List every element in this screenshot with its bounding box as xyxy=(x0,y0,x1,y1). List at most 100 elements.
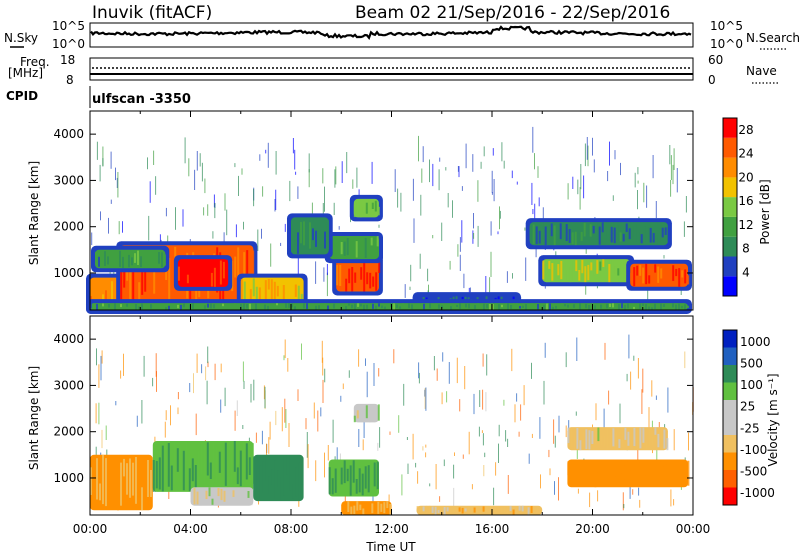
scatter-streak xyxy=(603,408,605,430)
texture-stripe xyxy=(588,459,591,475)
scatter-streak xyxy=(422,446,424,451)
texture-stripe xyxy=(539,508,542,513)
scatter-streak xyxy=(220,363,222,373)
scatter-streak xyxy=(558,415,560,433)
texture-stripe xyxy=(235,488,238,502)
texture-stripe xyxy=(240,247,243,297)
texture-stripe xyxy=(111,306,113,309)
scatter-streak xyxy=(284,223,286,232)
texture-stripe xyxy=(651,268,654,277)
texture-stripe xyxy=(279,304,281,308)
scatter-streak xyxy=(634,172,636,188)
texture-stripe xyxy=(542,260,545,280)
texture-stripe xyxy=(576,462,579,481)
scatter-streak xyxy=(609,141,610,166)
texture-stripe xyxy=(553,225,556,246)
colorbar-swatch xyxy=(723,157,737,178)
scatter-streak xyxy=(165,207,167,217)
scatter-streak xyxy=(673,429,675,451)
texture-stripe xyxy=(217,488,220,497)
texture-stripe xyxy=(432,305,434,309)
scatter-streak xyxy=(568,420,570,432)
texture-stripe xyxy=(582,431,585,448)
texture-stripe xyxy=(375,305,377,310)
texture-stripe xyxy=(579,460,582,477)
texture-stripe xyxy=(271,469,274,485)
scatter-streak xyxy=(498,424,500,437)
scatter-streak xyxy=(628,334,630,359)
texture-stripe xyxy=(417,303,419,310)
scatter-streak xyxy=(413,218,415,243)
cpid-label: CPID xyxy=(6,89,38,103)
texture-stripe xyxy=(645,466,648,476)
texture-stripe xyxy=(558,304,560,309)
scatter-streak xyxy=(516,181,518,185)
scatter-streak xyxy=(267,142,269,168)
texture-stripe xyxy=(611,260,614,270)
scatter-streak xyxy=(567,183,569,200)
texture-stripe xyxy=(141,487,143,510)
texture-stripe xyxy=(242,441,245,486)
scatter-streak xyxy=(400,192,402,212)
texture-stripe xyxy=(603,304,605,310)
texture-stripe xyxy=(581,259,584,274)
texture-stripe xyxy=(132,462,134,496)
texture-stripe xyxy=(672,462,675,473)
y-tick-label: 4000 xyxy=(53,332,84,346)
scatter-streak xyxy=(322,168,324,184)
texture-stripe xyxy=(633,267,636,287)
scatter-streak xyxy=(122,221,123,233)
texture-stripe xyxy=(551,263,554,281)
scatter-streak xyxy=(425,444,427,448)
beam-date-title: Beam 02 21/Sep/2016 - 22/Sep/2016 xyxy=(355,3,670,23)
texture-stripe xyxy=(492,303,494,310)
scatter-streak xyxy=(155,176,157,195)
texture-stripe xyxy=(380,503,383,512)
texture-stripe xyxy=(633,306,635,310)
texture-stripe xyxy=(212,442,215,483)
scatter-streak xyxy=(196,353,198,373)
scatter-streak xyxy=(427,268,429,282)
texture-stripe xyxy=(356,200,359,214)
texture-stripe xyxy=(183,303,185,308)
scatter-streak xyxy=(478,426,480,437)
scatter-streak xyxy=(583,175,585,199)
scatter-streak xyxy=(586,137,588,160)
scatter-streak xyxy=(532,209,534,215)
texture-stripe xyxy=(506,506,509,515)
texture-stripe xyxy=(654,303,656,309)
texture-stripe xyxy=(159,304,161,310)
texture-stripe xyxy=(367,239,370,258)
texture-stripe xyxy=(128,254,130,268)
texture-stripe xyxy=(101,251,103,266)
texture-stripe xyxy=(147,460,149,497)
scatter-streak xyxy=(565,425,567,438)
scatter-streak xyxy=(580,164,582,190)
texture-stripe xyxy=(270,279,273,300)
texture-stripe xyxy=(588,430,591,450)
scatter-streak xyxy=(481,430,483,433)
texture-stripe xyxy=(203,441,206,484)
noise-right-tick-bottom: 10^0 xyxy=(710,37,743,51)
texture-stripe xyxy=(96,303,98,310)
scatter-streak xyxy=(220,399,222,413)
texture-stripe xyxy=(648,275,651,284)
texture-stripe xyxy=(300,293,303,303)
texture-stripe xyxy=(135,304,137,310)
texture-stripe xyxy=(258,287,261,305)
texture-stripe xyxy=(253,456,256,497)
scatter-streak xyxy=(538,197,540,207)
texture-stripe xyxy=(405,304,407,310)
scatter-streak xyxy=(493,487,495,506)
texture-stripe xyxy=(288,288,291,305)
texture-stripe xyxy=(360,303,362,307)
texture-stripe xyxy=(220,488,223,501)
texture-stripe xyxy=(459,303,461,309)
scatter-streak xyxy=(587,145,589,167)
texture-stripe xyxy=(681,270,684,278)
scatter-streak xyxy=(518,431,520,437)
texture-stripe xyxy=(268,476,271,495)
scatter-streak xyxy=(642,368,644,393)
texture-stripe xyxy=(486,304,488,309)
scatter-streak xyxy=(101,350,103,364)
